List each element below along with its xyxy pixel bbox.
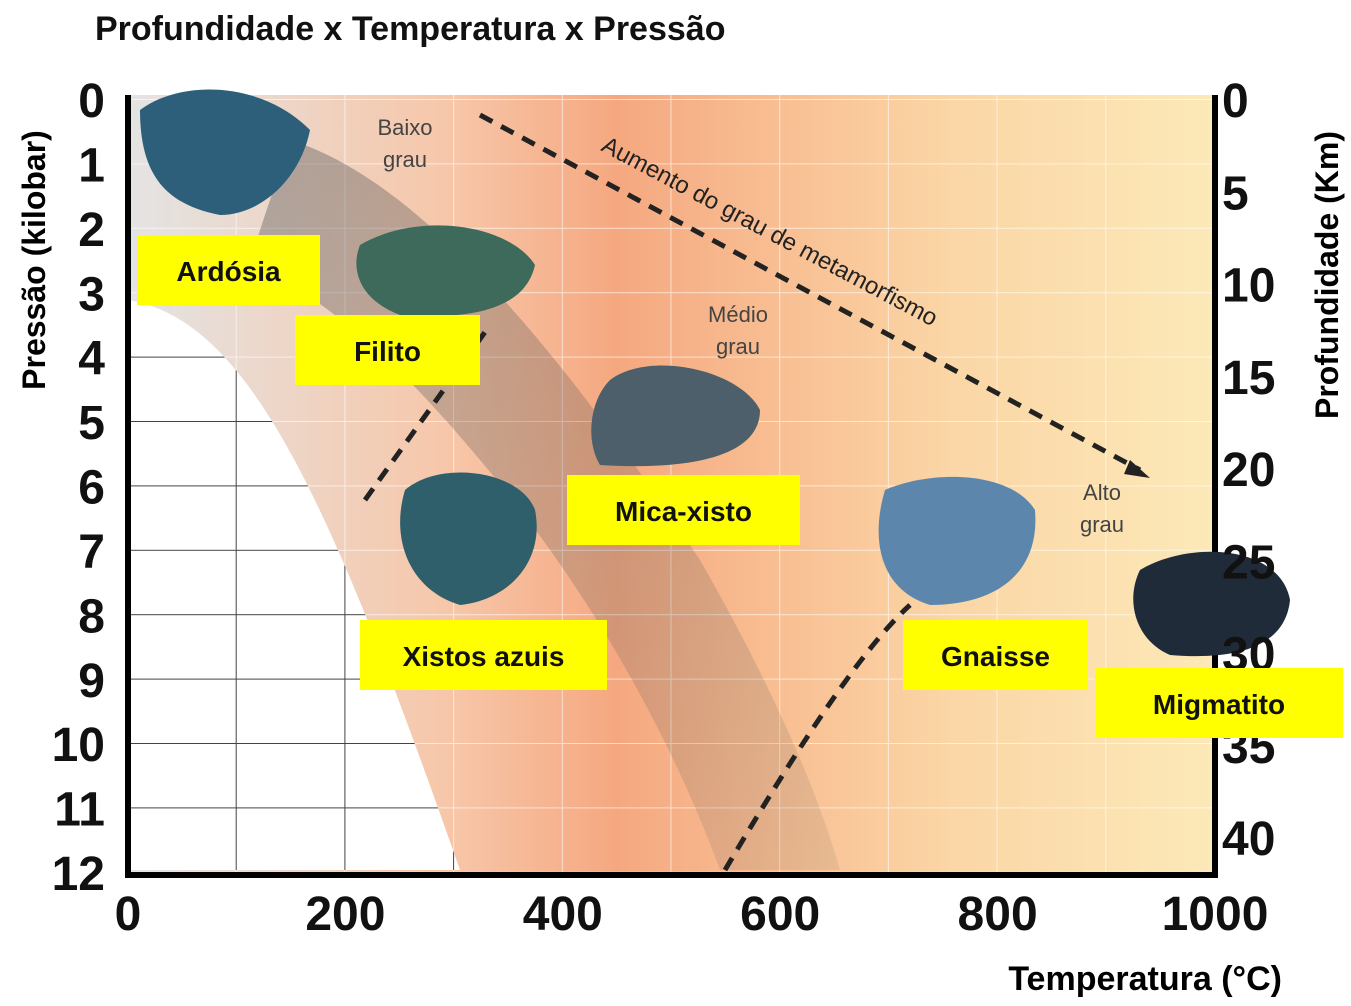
rock-label: Mica-xisto	[615, 496, 752, 527]
right-axis-label: Profundidade (Km)	[1309, 131, 1345, 419]
grade-arrow	[478, 112, 1142, 473]
left-tick-label: 8	[78, 590, 105, 643]
left-tick-label: 6	[78, 462, 105, 515]
rock-label: Xistos azuis	[403, 641, 565, 672]
rock-label: Gnaisse	[941, 641, 1050, 672]
rock	[878, 476, 1036, 605]
zone-label: Alto	[1083, 480, 1121, 505]
left-tick-label: 5	[78, 397, 105, 450]
rock-label-box	[295, 315, 480, 385]
right-tick-label: 10	[1222, 260, 1275, 313]
rock-label: Ardósia	[176, 256, 281, 287]
left-tick-label: 4	[78, 333, 105, 386]
zone-label: Médio	[708, 302, 768, 327]
left-tick-label: 0	[78, 75, 105, 128]
rock	[356, 225, 535, 317]
left-tick-label: 9	[78, 655, 105, 708]
right-tick-label: 20	[1222, 444, 1275, 497]
plot-frame	[125, 95, 1218, 878]
rock-label: Filito	[354, 336, 421, 367]
bottom-tick-label: 200	[305, 888, 385, 941]
right-tick-label: 0	[1222, 75, 1249, 128]
rock-label-box	[1095, 668, 1343, 738]
left-tick-label: 2	[78, 204, 105, 257]
dashed-line	[722, 603, 912, 872]
right-tick-label: 5	[1222, 167, 1249, 220]
bottom-tick-label: 400	[523, 888, 603, 941]
left-tick-label: 11	[54, 784, 105, 837]
right-tick-label: 40	[1222, 813, 1275, 866]
bottom-tick-label: 600	[740, 888, 820, 941]
rock	[591, 365, 760, 467]
rock	[1133, 551, 1290, 657]
arrow-head	[1124, 460, 1150, 478]
rock-label: Migmatito	[1153, 689, 1285, 720]
rock-label-box	[360, 620, 607, 690]
right-tick-label: 15	[1222, 352, 1275, 405]
zone-label: grau	[1080, 512, 1124, 537]
bottom-tick-label: 1000	[1162, 888, 1269, 941]
bottom-tick-label: 800	[958, 888, 1038, 941]
bottom-tick-label: 0	[115, 888, 142, 941]
zone-label: Baixo	[377, 115, 432, 140]
rock	[140, 89, 310, 215]
title: Profundidade x Temperatura x Pressão	[95, 10, 725, 48]
left-tick-label: 10	[52, 719, 105, 772]
left-axis-label: Pressão (kilobar)	[16, 130, 52, 390]
left-tick-label: 1	[78, 139, 105, 192]
right-tick-label: 25	[1222, 536, 1275, 589]
rocks	[140, 89, 1290, 657]
low-grid	[128, 300, 460, 870]
zone-label: grau	[383, 147, 427, 172]
rock-label-box	[567, 475, 800, 545]
rock-label-box	[903, 620, 1088, 690]
zone-label: grau	[716, 334, 760, 359]
bottom-axis-label: Temperatura (°C)	[1008, 960, 1282, 998]
left-tick-label: 12	[52, 848, 105, 901]
left-tick-label: 7	[78, 526, 105, 579]
left-tick-label: 3	[78, 268, 105, 321]
rock	[400, 472, 537, 605]
rock-label-box	[137, 235, 320, 305]
